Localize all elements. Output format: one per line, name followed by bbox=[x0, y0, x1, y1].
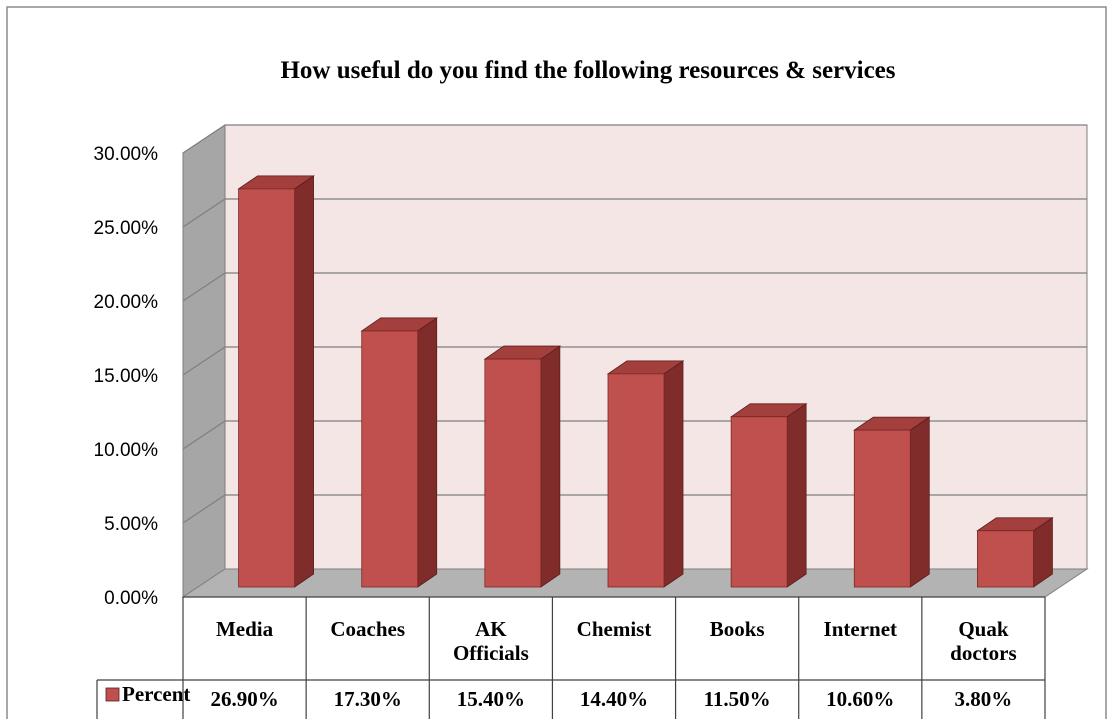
category-label: Books bbox=[710, 617, 765, 641]
bar bbox=[606, 360, 685, 588]
bar-front bbox=[238, 188, 295, 588]
bar bbox=[237, 175, 315, 588]
bar-front bbox=[730, 416, 788, 588]
bar bbox=[729, 403, 808, 588]
category-label: AK bbox=[475, 617, 507, 641]
category-label: Officials bbox=[453, 641, 529, 665]
bar bbox=[360, 317, 439, 588]
bar-side bbox=[663, 360, 684, 588]
chart-title: How useful do you find the following res… bbox=[280, 57, 895, 84]
bar-side bbox=[909, 416, 930, 588]
gridline bbox=[182, 124, 1087, 154]
y-tick-label: 20.00% bbox=[94, 292, 159, 313]
data-label: 15.40% bbox=[457, 687, 525, 711]
bar bbox=[483, 345, 562, 588]
y-axis: 0.00% 5.00% 10.00% 15.00% 20.00% 25.00% 30.00% bbox=[94, 144, 159, 609]
category-label: Media bbox=[216, 617, 274, 641]
bar bbox=[976, 517, 1054, 588]
legend-label: Percent bbox=[122, 682, 190, 706]
bars bbox=[237, 175, 1054, 588]
category-label: Internet bbox=[824, 617, 897, 641]
y-tick-label: 25.00% bbox=[94, 218, 159, 239]
data-label: 14.40% bbox=[580, 687, 648, 711]
category-label: doctors bbox=[950, 641, 1017, 665]
y-tick-label: 0.00% bbox=[104, 588, 158, 609]
data-label: 17.30% bbox=[334, 687, 402, 711]
gridline bbox=[182, 346, 1087, 376]
y-tick-label: 5.00% bbox=[104, 514, 158, 535]
legend-key bbox=[105, 687, 120, 702]
bar-front bbox=[484, 358, 542, 588]
data-label: 26.90% bbox=[210, 687, 278, 711]
y-tick-label: 10.00% bbox=[94, 440, 159, 461]
bar bbox=[852, 416, 931, 588]
data-label: 11.50% bbox=[704, 687, 771, 711]
y-tick-label: 30.00% bbox=[94, 144, 159, 165]
bar-side bbox=[540, 345, 561, 588]
bar-side bbox=[417, 317, 438, 588]
bar-front bbox=[977, 530, 1034, 588]
bar-front bbox=[853, 429, 911, 588]
gridline bbox=[182, 272, 1087, 302]
bar-front bbox=[607, 373, 665, 588]
bar-side bbox=[294, 175, 314, 588]
data-label: 3.80% bbox=[955, 687, 1013, 711]
data-label: 10.60% bbox=[826, 687, 894, 711]
bar-side bbox=[786, 403, 807, 588]
category-label: Quak bbox=[958, 617, 1009, 641]
category-label: Coaches bbox=[330, 617, 405, 641]
category-label: Chemist bbox=[577, 617, 652, 641]
y-tick-label: 15.00% bbox=[94, 366, 159, 387]
gridline bbox=[182, 198, 1087, 228]
bar-front bbox=[361, 330, 419, 588]
